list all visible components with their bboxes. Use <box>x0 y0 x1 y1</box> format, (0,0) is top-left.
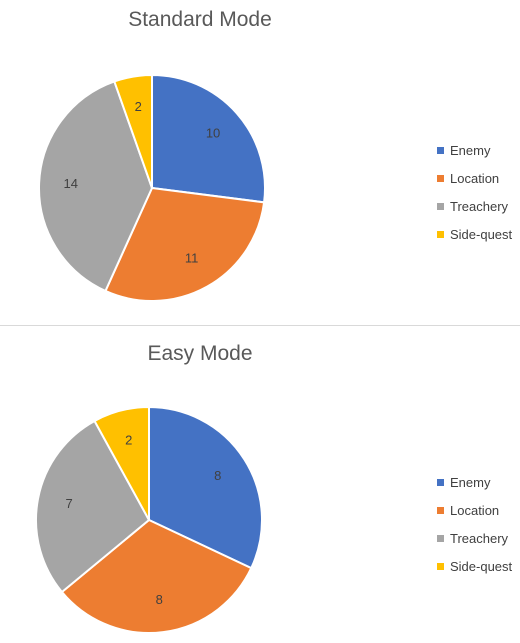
legend-item-location: Location <box>437 496 512 524</box>
legend-item-treachery: Treachery <box>437 192 512 220</box>
legend-item-location: Location <box>437 164 512 192</box>
legend-label: Location <box>450 502 500 518</box>
pie-slice-treachery <box>38 80 154 293</box>
legend-swatch <box>437 202 444 210</box>
data-label-location: 8 <box>156 592 163 607</box>
legend-label: Side-quest <box>450 226 513 242</box>
standard-mode-chart: Standard Mode 10 11 14 2 Enemy Location Tre… <box>38 8 512 302</box>
chart-title: Standard Mode <box>128 8 272 31</box>
legend-label: Treachery <box>450 198 509 214</box>
easy-mode-chart: Easy Mode 8 8 7 2 Enemy Location Treachery … <box>0 330 520 643</box>
chart-title: Easy Mode <box>147 342 253 365</box>
legend-item-side-quest: Side-quest <box>437 220 512 248</box>
legend-item-enemy: Enemy <box>437 468 512 496</box>
pie-slice-side-quest <box>93 405 150 521</box>
legend-swatch <box>437 174 444 182</box>
legend-swatch <box>437 534 444 542</box>
data-label-side-quest: 2 <box>135 99 142 114</box>
legend-label: Enemy <box>450 474 491 490</box>
legend-swatch <box>437 506 444 514</box>
legend-swatch <box>437 146 444 154</box>
data-label-enemy: 8 <box>214 468 221 483</box>
divider <box>0 325 520 326</box>
legend-item-side-quest: Side-quest <box>437 552 512 580</box>
legend-item-enemy: Enemy <box>437 136 512 164</box>
legend-swatch <box>437 478 444 486</box>
legend-swatch <box>437 562 444 570</box>
legend-label: Location <box>450 170 500 186</box>
legend-label: Enemy <box>450 142 491 158</box>
pie-slice-enemy <box>151 73 266 204</box>
data-label-treachery: 14 <box>63 176 77 191</box>
legend-item-treachery: Treachery <box>437 524 512 552</box>
pie-slice-treachery <box>35 419 151 594</box>
legend-swatch <box>437 230 444 238</box>
pie-slice-location <box>60 518 253 634</box>
legend-label: Treachery <box>450 530 509 546</box>
legend-label: Side-quest <box>450 558 513 574</box>
pie-chart: 10 11 14 2 <box>38 73 266 302</box>
legend: Enemy Location Treachery Side-quest <box>437 468 512 580</box>
data-label-side-quest: 2 <box>125 433 132 448</box>
pie-slice-side-quest <box>113 73 153 189</box>
legend: Enemy Location Treachery Side-quest <box>437 136 512 248</box>
data-label-enemy: 10 <box>206 126 220 141</box>
pie-slice-location <box>104 186 266 302</box>
data-label-treachery: 7 <box>65 496 72 511</box>
pie-chart: 8 8 7 2 <box>35 405 263 634</box>
data-label-location: 11 <box>185 250 199 265</box>
pie-slice-enemy <box>148 405 263 570</box>
